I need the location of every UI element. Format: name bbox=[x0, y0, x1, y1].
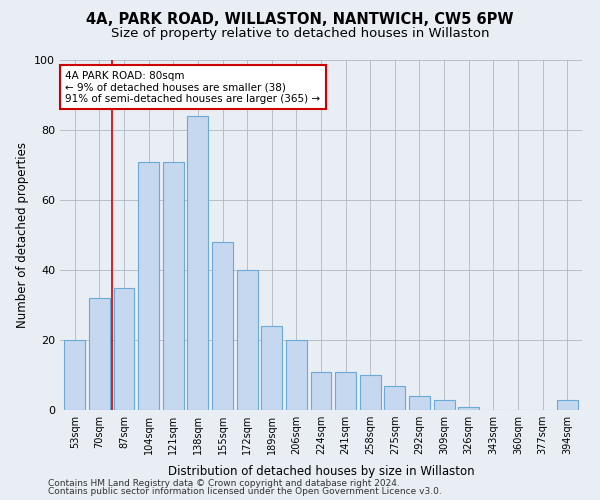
Text: Size of property relative to detached houses in Willaston: Size of property relative to detached ho… bbox=[111, 28, 489, 40]
Bar bbox=[163, 162, 184, 410]
Bar bbox=[212, 242, 233, 410]
Bar bbox=[89, 298, 110, 410]
Bar bbox=[434, 400, 455, 410]
Bar bbox=[286, 340, 307, 410]
Text: Contains HM Land Registry data © Crown copyright and database right 2024.: Contains HM Land Registry data © Crown c… bbox=[48, 478, 400, 488]
Bar bbox=[409, 396, 430, 410]
Bar bbox=[187, 116, 208, 410]
Bar bbox=[385, 386, 406, 410]
Text: 4A, PARK ROAD, WILLASTON, NANTWICH, CW5 6PW: 4A, PARK ROAD, WILLASTON, NANTWICH, CW5 … bbox=[86, 12, 514, 28]
Bar bbox=[138, 162, 159, 410]
X-axis label: Distribution of detached houses by size in Willaston: Distribution of detached houses by size … bbox=[167, 466, 475, 478]
Bar bbox=[557, 400, 578, 410]
Bar bbox=[64, 340, 85, 410]
Bar bbox=[311, 372, 331, 410]
Bar bbox=[113, 288, 134, 410]
Bar bbox=[335, 372, 356, 410]
Bar bbox=[360, 375, 381, 410]
Y-axis label: Number of detached properties: Number of detached properties bbox=[16, 142, 29, 328]
Bar bbox=[458, 406, 479, 410]
Bar bbox=[236, 270, 257, 410]
Text: 4A PARK ROAD: 80sqm
← 9% of detached houses are smaller (38)
91% of semi-detache: 4A PARK ROAD: 80sqm ← 9% of detached hou… bbox=[65, 70, 320, 104]
Bar bbox=[261, 326, 282, 410]
Text: Contains public sector information licensed under the Open Government Licence v3: Contains public sector information licen… bbox=[48, 487, 442, 496]
